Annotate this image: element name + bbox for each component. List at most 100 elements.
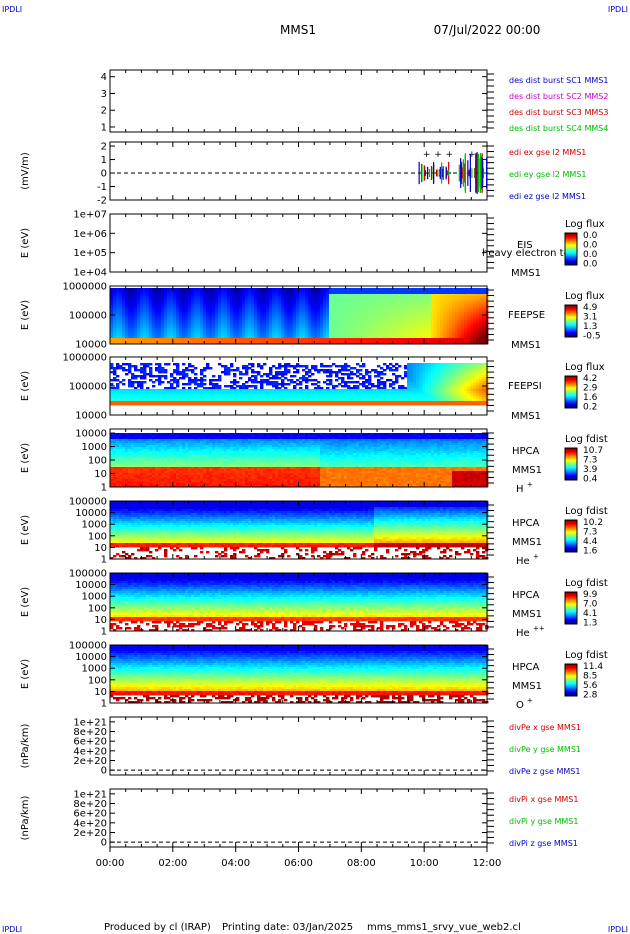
spectrogram-cell (224, 385, 227, 387)
spectrogram-cell (182, 383, 185, 385)
colorbar-label: 3.1 (583, 313, 597, 323)
spectrogram-cell (134, 377, 137, 379)
spectrogram-cell (164, 363, 167, 365)
spectrogram-cell (113, 373, 116, 375)
spectrogram-cell (200, 385, 203, 387)
spectrogram-cell (191, 403, 194, 405)
spectrogram-cell (140, 363, 143, 365)
spectrogram-cell (239, 373, 242, 375)
spectrogram-cell (290, 381, 293, 383)
spectrogram-cell (143, 377, 146, 379)
colorbar-title: Log flux (565, 219, 605, 230)
corner-label-top-left: IPDLI (2, 5, 22, 14)
spectrogram-cell (335, 385, 338, 387)
spectrogram-cell (257, 381, 260, 383)
y-tick-label: -1 (97, 182, 107, 193)
y-tick-label: 1e+04 (73, 268, 107, 279)
spectrogram-cell (293, 403, 296, 405)
spectrogram-cell (317, 381, 320, 383)
spectrogram-cell (194, 403, 197, 405)
y-tick-label: 0 (101, 169, 107, 180)
spectrogram-cell (254, 403, 257, 405)
spectrogram-cell (287, 365, 290, 367)
spectrogram-cell (278, 367, 281, 369)
instrument-label: FEEPSE (508, 310, 545, 321)
spectrogram-cell (254, 381, 257, 383)
spectrogram-cell (155, 379, 158, 381)
spectrogram-cell (158, 371, 161, 373)
spectrogram-cell (146, 373, 149, 375)
spectrogram-cell (323, 403, 326, 405)
spectrogram-cell (272, 385, 275, 387)
spectrogram-cell (320, 365, 323, 367)
spectrogram-cell (218, 403, 221, 405)
spectrogram-cell (251, 375, 254, 377)
spectrogram-cell (248, 367, 251, 369)
spectrogram-cell (218, 363, 221, 365)
spectrogram-cell (191, 371, 194, 373)
spectrogram-cell (353, 381, 356, 383)
spectrogram-cell (233, 403, 236, 405)
spectrogram-cell (125, 373, 128, 375)
spectrogram-cell (257, 403, 260, 405)
spectrogram-cell (182, 377, 185, 379)
spectrogram-cell (131, 385, 134, 387)
spectrogram-cell (140, 371, 143, 373)
spectrogram-cell (245, 381, 248, 383)
spectrogram-cell (110, 371, 113, 373)
spectrogram-cell (224, 373, 227, 375)
spectrogram-cell (284, 373, 287, 375)
colorbar-label: 1.3 (583, 322, 597, 332)
spectrogram-cell (266, 383, 269, 385)
spectrogram-cell (284, 377, 287, 379)
spectrogram-cell (329, 403, 332, 405)
spectrogram-cell (269, 373, 272, 375)
spectrogram-cell (305, 373, 308, 375)
spectrogram-cell (263, 363, 266, 365)
spectrogram-cell (317, 371, 320, 373)
spectrogram-cell (323, 381, 326, 383)
spectrogram-cell (269, 377, 272, 379)
corner-label-top-right: IPDLI (608, 5, 628, 14)
spectrogram-cell (119, 381, 122, 383)
spectrogram-cell (161, 381, 164, 383)
spectrogram-cell (200, 403, 203, 405)
spectrogram-cell (245, 403, 248, 405)
spectrogram-cell (197, 379, 200, 381)
spectrogram-cell (263, 373, 266, 375)
spectrogram-cell (218, 379, 221, 381)
spectrogram-cell (260, 403, 263, 405)
spectrogram-cell (251, 371, 254, 373)
spectrogram-cell (125, 363, 128, 365)
instrument-label: MMS1 (511, 268, 541, 279)
spectrogram-cell (311, 383, 314, 385)
spectrogram-cell (164, 371, 167, 373)
spectrogram-cell (137, 403, 140, 405)
spectrogram-cell (164, 403, 167, 405)
y-tick-label: 1e+05 (73, 248, 107, 259)
spectrogram-cell (296, 403, 299, 405)
spectrogram-cell (116, 403, 119, 405)
spectrogram-cell (170, 403, 173, 405)
spectrogram-cell (266, 403, 269, 405)
spectrogram-cell (296, 365, 299, 367)
spectrogram-cell (305, 403, 308, 405)
spectrogram-cell (137, 369, 140, 371)
spectrogram-cell (242, 373, 245, 375)
spectrogram-cell (302, 369, 305, 371)
spectrogram-cell (362, 403, 365, 405)
spectrogram-cell (185, 375, 188, 377)
spectrogram-cell (128, 371, 131, 373)
spectrogram-cell (359, 403, 362, 405)
y-axis-label: E (eV) (20, 228, 31, 258)
spectrogram-cell (239, 377, 242, 379)
spectrogram-cell (137, 375, 140, 377)
spectrogram-cell (356, 403, 359, 405)
spectrogram-cell (344, 373, 347, 375)
spectrogram-cell (149, 379, 152, 381)
spectrogram-cell (191, 365, 194, 367)
spectrogram-cell (314, 369, 317, 371)
colorbar-label: 0.0 (583, 260, 598, 270)
spectrogram-cell (260, 367, 263, 369)
